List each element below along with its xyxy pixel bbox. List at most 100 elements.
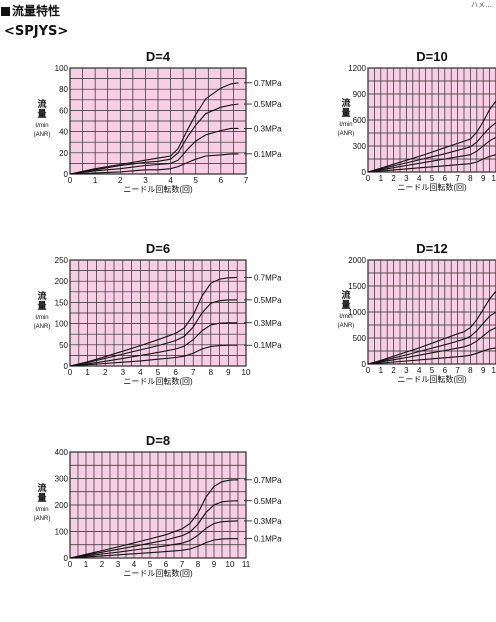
y-tick-label: 200 bbox=[55, 501, 69, 510]
series-line-3 bbox=[367, 154, 496, 173]
chart-1 bbox=[367, 67, 496, 173]
x-tick-label: 2 bbox=[103, 368, 108, 377]
series-line-3 bbox=[367, 347, 496, 365]
series-label: 0.3MPa bbox=[254, 517, 282, 526]
x-tick-label: 0 bbox=[366, 366, 371, 375]
y-tick-label: 2000 bbox=[348, 256, 366, 265]
x-tick-label: 3 bbox=[121, 368, 126, 377]
series-line-2 bbox=[69, 127, 239, 175]
series-line-2 bbox=[367, 136, 496, 173]
chart-title: D=4 bbox=[146, 49, 171, 64]
x-tick-label: 10 bbox=[492, 366, 496, 375]
y-tick-label: 600 bbox=[353, 116, 367, 125]
y-tick-label: 900 bbox=[353, 90, 367, 99]
x-tick-label: 9 bbox=[212, 560, 217, 569]
chart-title: D=6 bbox=[146, 241, 170, 256]
series-label: 0.1MPa bbox=[254, 535, 282, 544]
series-label: 0.5MPa bbox=[254, 296, 282, 305]
series-line-2 bbox=[69, 520, 239, 559]
x-tick-label: 2 bbox=[391, 366, 396, 375]
series-label: 0.3MPa bbox=[254, 319, 282, 328]
y-axis-label: (ANR) bbox=[34, 516, 51, 522]
x-tick-label: 1 bbox=[379, 174, 384, 183]
series-line-0 bbox=[367, 290, 496, 365]
x-tick-label: 10 bbox=[242, 368, 251, 377]
series-line-0 bbox=[69, 82, 239, 175]
x-tick-label: 8 bbox=[468, 366, 473, 375]
y-tick-label: 0 bbox=[64, 362, 69, 371]
y-tick-label: 300 bbox=[55, 475, 69, 484]
x-tick-label: 8 bbox=[196, 560, 201, 569]
y-axis-label: ℓ/min bbox=[35, 122, 48, 129]
x-tick-label: 4 bbox=[132, 560, 137, 569]
y-axis-label: 量 bbox=[37, 492, 46, 503]
y-axis-label: (ANR) bbox=[34, 132, 51, 138]
x-axis-label: ニードル回転数(回) bbox=[397, 182, 467, 192]
series-line-2 bbox=[367, 327, 496, 365]
x-tick-label: 9 bbox=[481, 366, 486, 375]
y-tick-label: 100 bbox=[55, 528, 69, 537]
x-tick-label: 0 bbox=[366, 174, 371, 183]
x-tick-label: 0 bbox=[68, 368, 73, 377]
y-tick-label: 40 bbox=[59, 128, 68, 137]
series-line-1 bbox=[69, 103, 239, 175]
chart-0 bbox=[69, 67, 252, 175]
y-tick-label: 250 bbox=[55, 256, 69, 265]
y-axis-label: (ANR) bbox=[34, 324, 51, 330]
x-tick-label: 1 bbox=[84, 560, 89, 569]
x-tick-label: 10 bbox=[226, 560, 235, 569]
chart-title: D=10 bbox=[416, 49, 447, 64]
y-axis-label: 流 bbox=[37, 98, 46, 109]
y-tick-label: 0 bbox=[64, 554, 69, 563]
section-title: 流量特性 bbox=[1, 2, 60, 19]
series-label: 0.3MPa bbox=[254, 124, 282, 133]
y-tick-label: 100 bbox=[55, 64, 69, 73]
y-axis-label: (ANR) bbox=[338, 323, 355, 329]
y-axis-label: 量 bbox=[341, 107, 350, 118]
x-tick-label: 1 bbox=[379, 366, 384, 375]
series-label: 0.5MPa bbox=[254, 497, 282, 506]
series-label: 0.1MPa bbox=[254, 150, 282, 159]
corner-note: ハメ… bbox=[471, 1, 492, 9]
x-tick-label: 5 bbox=[156, 368, 161, 377]
y-tick-label: 500 bbox=[353, 334, 367, 343]
y-axis-label: ℓ/min bbox=[35, 314, 48, 321]
series-line-1 bbox=[367, 122, 496, 173]
y-tick-label: 20 bbox=[59, 149, 68, 158]
x-tick-label: 3 bbox=[404, 174, 409, 183]
y-tick-label: 1500 bbox=[348, 282, 366, 291]
series-line-0 bbox=[69, 276, 238, 367]
chart-title: D=12 bbox=[416, 241, 447, 256]
series-line-1 bbox=[69, 299, 238, 367]
x-tick-label: 9 bbox=[481, 174, 486, 183]
y-axis-label: 量 bbox=[37, 300, 46, 311]
x-tick-label: 3 bbox=[143, 176, 148, 185]
x-tick-label: 8 bbox=[468, 174, 473, 183]
x-tick-label: 3 bbox=[404, 366, 409, 375]
series-line-1 bbox=[69, 500, 239, 559]
y-tick-label: 0 bbox=[362, 360, 367, 369]
series-line-3 bbox=[69, 153, 239, 175]
chart-2 bbox=[69, 259, 252, 367]
x-tick-label: 5 bbox=[430, 174, 435, 183]
series-line-0 bbox=[69, 479, 239, 559]
x-tick-label: 7 bbox=[191, 368, 196, 377]
y-tick-label: 150 bbox=[55, 298, 69, 307]
y-axis-label: (ANR) bbox=[338, 131, 355, 137]
series-line-0 bbox=[367, 100, 496, 173]
y-axis-label: 量 bbox=[341, 299, 350, 310]
x-tick-label: 3 bbox=[116, 560, 121, 569]
x-axis-label: ニードル回転数(回) bbox=[397, 374, 467, 384]
model-subtitle: <SPJYS> bbox=[4, 24, 69, 39]
y-tick-label: 50 bbox=[59, 341, 68, 350]
y-tick-label: 1000 bbox=[348, 308, 366, 317]
x-axis-label: ニードル回転数(回) bbox=[123, 568, 193, 578]
series-line-1 bbox=[367, 311, 496, 365]
y-axis-label: 量 bbox=[37, 108, 46, 119]
x-tick-label: 4 bbox=[168, 176, 173, 185]
chart-title: D=8 bbox=[146, 433, 170, 448]
series-label: 0.7MPa bbox=[254, 79, 282, 88]
y-tick-label: 0 bbox=[362, 168, 367, 177]
y-tick-label: 100 bbox=[55, 320, 69, 329]
